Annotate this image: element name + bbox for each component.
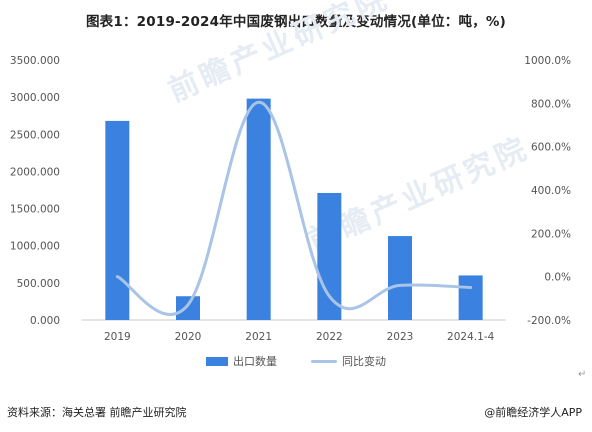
- legend-bar-swatch: [206, 356, 228, 366]
- bar: [458, 275, 483, 320]
- legend-item-line: 同比变动: [311, 353, 386, 369]
- legend: 出口数量 同比变动: [0, 353, 592, 369]
- x-tick-label: 2022: [316, 331, 343, 343]
- y-left-tick-label: 1000.000: [10, 241, 60, 253]
- x-tick-label: 2023: [387, 331, 414, 343]
- y-left-tick-label: 500.000: [17, 278, 60, 290]
- legend-item-bar: 出口数量: [206, 353, 277, 369]
- y-right-tick-label: 600.0%: [531, 142, 571, 154]
- x-tick-label: 2019: [104, 331, 131, 343]
- y-right-tick-label: 400.0%: [531, 185, 571, 197]
- bar: [246, 98, 271, 320]
- bar: [388, 236, 412, 320]
- y-left-tick-label: 0.000: [30, 315, 60, 327]
- y-left-tick-label: 3500.000: [10, 55, 60, 67]
- bar: [317, 192, 342, 320]
- y-left-tick-label: 2500.000: [10, 129, 60, 141]
- y-right-tick-label: 800.0%: [531, 98, 571, 110]
- source-note: 资料来源：海关总署 前瞻产业研究院: [7, 406, 187, 419]
- y-right-tick-label: -200.0%: [527, 315, 571, 327]
- y-left-tick-label: 1500.000: [10, 204, 60, 216]
- legend-line-label: 同比变动: [342, 355, 386, 368]
- bar: [105, 120, 130, 321]
- line-series: [115, 100, 473, 316]
- y-right-tick-label: 0.0%: [544, 272, 571, 284]
- y-left-tick-label: 2000.000: [10, 166, 60, 178]
- chart-title: 图表1：2019-2024年中国废钢出口数量及变动情况(单位：吨，%): [85, 14, 506, 30]
- x-tick-label: 2020: [175, 331, 202, 343]
- legend-bar-label: 出口数量: [233, 355, 277, 368]
- y-right-tick-label: 200.0%: [531, 228, 571, 240]
- legend-line-swatch: [311, 359, 337, 363]
- x-tick-label: 2021: [245, 331, 272, 343]
- y-left-tick-label: 3000.000: [10, 92, 60, 104]
- x-tick-label: 2024.1-4: [447, 331, 495, 343]
- bar: [176, 296, 200, 320]
- source-brand: @前瞻经济学人APP: [484, 406, 582, 419]
- return-mark: ↵: [578, 369, 587, 380]
- y-right-tick-label: 1000.0%: [524, 55, 571, 67]
